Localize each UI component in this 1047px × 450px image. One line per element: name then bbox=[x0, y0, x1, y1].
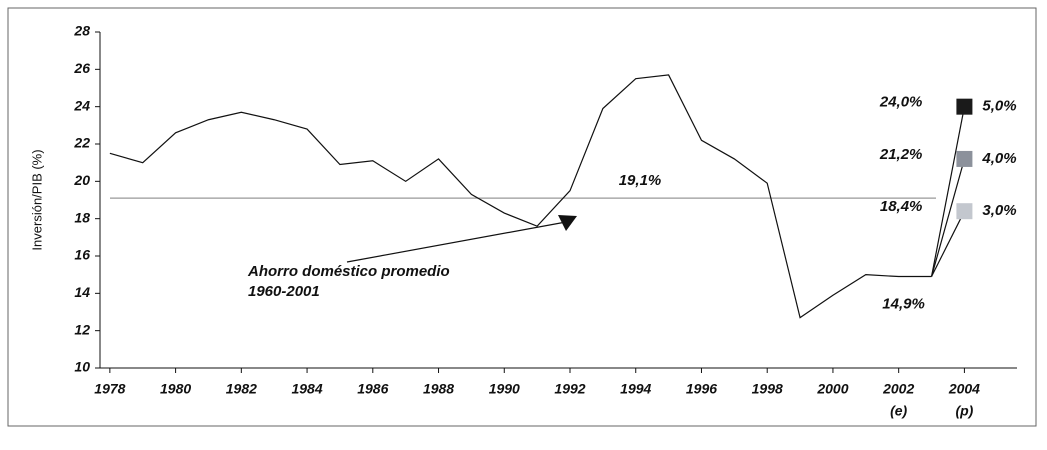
scenario-line bbox=[930, 158, 965, 277]
legend-label: 4,0% bbox=[981, 150, 1016, 167]
x-tick-label: 1980 bbox=[160, 381, 191, 397]
y-tick-label: 10 bbox=[74, 359, 90, 375]
data-label: 18,4% bbox=[880, 198, 923, 215]
legend-label: 3,0% bbox=[982, 202, 1016, 219]
x-tick-label: 2000 bbox=[816, 381, 848, 397]
y-tick-label: 16 bbox=[74, 247, 90, 263]
x-tick-label: 1998 bbox=[752, 381, 783, 397]
y-tick-label: 28 bbox=[73, 23, 90, 39]
scenario-line bbox=[931, 210, 965, 277]
y-axis-label: Inversión/PIB (%) bbox=[29, 149, 44, 250]
x-tick-note: (e) bbox=[890, 403, 907, 419]
scenario-line bbox=[930, 106, 966, 277]
y-tick-label: 12 bbox=[74, 321, 90, 337]
x-tick-label: 1994 bbox=[620, 381, 651, 397]
x-tick-label: 1988 bbox=[423, 381, 454, 397]
x-tick-label: 2002 bbox=[882, 381, 914, 397]
arrow-head bbox=[558, 215, 577, 231]
data-label: 24,0% bbox=[879, 94, 923, 111]
x-tick-label: 1986 bbox=[357, 381, 388, 397]
annotation: 1960-2001 bbox=[248, 283, 320, 300]
y-tick-label: 14 bbox=[74, 284, 90, 300]
x-tick-note: (p) bbox=[955, 403, 973, 419]
x-tick-label: 2004 bbox=[948, 381, 980, 397]
data-label: 14,9% bbox=[882, 296, 925, 313]
arrow-shaft bbox=[346, 221, 567, 263]
reference-label: 19,1% bbox=[619, 172, 662, 189]
scenario-marker bbox=[956, 98, 973, 115]
x-tick-label: 1984 bbox=[291, 381, 322, 397]
annotation: Ahorro doméstico promedio bbox=[247, 263, 450, 280]
y-tick-label: 18 bbox=[74, 209, 90, 225]
data-label: 21,2% bbox=[879, 146, 923, 163]
y-tick-label: 22 bbox=[73, 135, 90, 151]
y-tick-label: 24 bbox=[73, 97, 90, 113]
x-tick-label: 1990 bbox=[489, 381, 520, 397]
x-tick-label: 1982 bbox=[226, 381, 257, 397]
series-line bbox=[109, 74, 932, 319]
x-tick-label: 1996 bbox=[686, 381, 717, 397]
scenario-marker bbox=[956, 150, 973, 167]
x-tick-label: 1978 bbox=[94, 381, 125, 397]
legend-label: 5,0% bbox=[982, 98, 1016, 115]
frame bbox=[7, 7, 1037, 427]
y-tick-label: 26 bbox=[73, 60, 90, 76]
y-tick-label: 20 bbox=[73, 172, 90, 188]
x-tick-label: 1992 bbox=[554, 381, 585, 397]
scenario-marker bbox=[956, 203, 973, 220]
